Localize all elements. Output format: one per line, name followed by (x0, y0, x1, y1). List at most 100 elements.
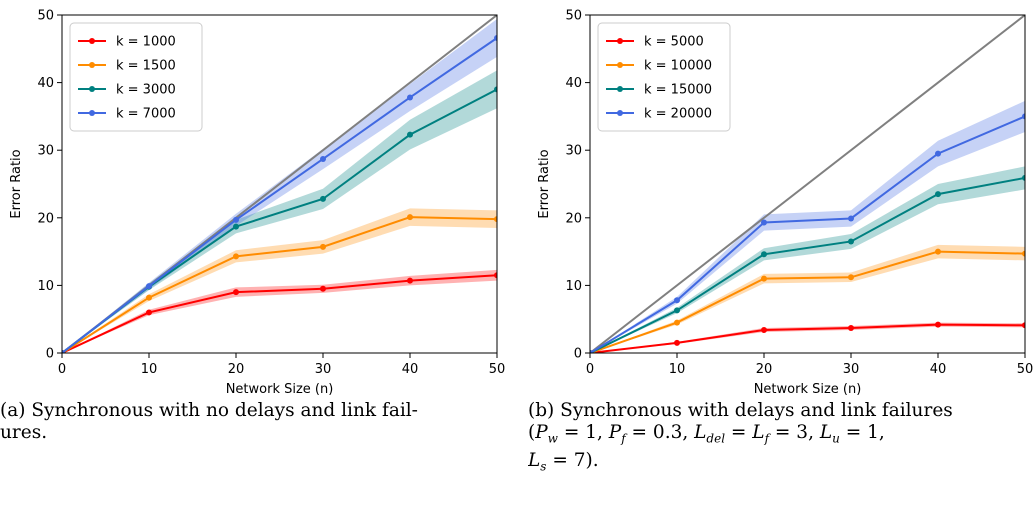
plot-area-b (590, 15, 1025, 353)
y-tick-label-b-1: 10 (565, 279, 582, 294)
band-b-series-1 (590, 244, 1025, 353)
identity-line-b (590, 15, 1025, 353)
point-b-1-4 (935, 248, 941, 255)
legend-label-b-2: k = 15000 (644, 83, 712, 98)
point-a-2-4 (407, 131, 413, 138)
axes-frame-b (589, 14, 1026, 354)
legend-marker-b-1 (617, 62, 623, 68)
point-b-3-2 (761, 219, 767, 226)
point-b-1-1 (674, 319, 680, 326)
point-b-0-2 (761, 327, 767, 334)
point-a-1-3 (320, 243, 326, 250)
caption-b: (b) Synchronous with delays and link fai… (528, 400, 1034, 477)
point-b-1-5 (1022, 250, 1025, 257)
x-tick-label-b-2: 20 (756, 362, 773, 377)
x-tick-label-a-5: 50 (489, 362, 506, 377)
point-b-3-3 (848, 215, 854, 222)
y-axis-label-a: Error Ratio (9, 149, 24, 218)
point-a-3-0 (62, 350, 65, 353)
point-b-1-3 (848, 274, 854, 281)
line-a-series-1 (62, 216, 497, 353)
y-tick-label-a-3: 30 (37, 144, 54, 159)
point-b-2-4 (935, 191, 941, 198)
point-b-0-1 (674, 339, 680, 346)
y-tick-label-b-0: 0 (574, 347, 582, 362)
y-tick-label-a-1: 10 (37, 279, 54, 294)
caption-b-line-3: Ls = 7). (528, 449, 599, 474)
point-a-0-5 (494, 272, 497, 279)
band-b-series-2 (590, 166, 1025, 353)
y-tick-label-b-5: 50 (565, 9, 582, 24)
x-tick-label-a-1: 10 (141, 362, 158, 377)
x-axis-label-b: Network Size (n) (754, 382, 862, 397)
chart-a: 0 10 20 30 40 50 0 10 20 30 40 50 Network Size (n) Er… (9, 9, 505, 398)
point-a-3-5 (494, 34, 497, 41)
point-b-2-2 (761, 251, 767, 258)
point-a-3-3 (320, 155, 326, 162)
legend-label-b-0: k = 5000 (644, 35, 704, 50)
legend-marker-b-2 (617, 86, 623, 92)
legend-marker-b-0 (617, 38, 623, 44)
legend-marker-a-3 (89, 110, 95, 116)
point-b-2-1 (674, 307, 680, 314)
y-tick-label-b-3: 30 (565, 144, 582, 159)
point-b-0-5 (1022, 322, 1025, 329)
caption-b-line-1: (b) Synchronous with delays and link fai… (528, 400, 953, 421)
point-a-0-4 (407, 277, 413, 284)
x-tick-label-b-0: 0 (586, 362, 594, 377)
caption-a: (a) Synchronous with no delays and link … (0, 400, 525, 444)
legend-box-a (69, 22, 203, 132)
point-a-1-2 (233, 253, 239, 260)
point-b-3-5 (1022, 113, 1025, 120)
x-tick-label-a-0: 0 (58, 362, 66, 377)
point-b-3-4 (935, 150, 941, 157)
band-a-series-1 (62, 208, 497, 353)
x-tick-label-a-2: 20 (228, 362, 245, 377)
caption-a-line-2: ures. (0, 422, 48, 443)
y-tick-label-b-2: 20 (565, 211, 582, 226)
x-tick-label-b-4: 40 (930, 362, 947, 377)
legend-b: k = 5000 k = 10000 k = 15000 k = 20000 (597, 22, 731, 132)
point-a-3-4 (407, 94, 413, 101)
x-tick-label-a-4: 40 (402, 362, 419, 377)
caption-b-line-2: (Pw = 1, Pf = 0.3, Ldel = Lf = 3, Lu = 1… (528, 422, 885, 446)
point-a-0-1 (146, 309, 152, 316)
y-tick-label-a-2: 20 (37, 211, 54, 226)
legend-marker-b-3 (617, 110, 623, 116)
y-tick-label-a-5: 50 (37, 9, 54, 24)
point-b-0-3 (848, 324, 854, 331)
y-tick-label-a-0: 0 (46, 347, 54, 362)
band-b-series-0 (590, 322, 1025, 353)
point-a-2-5 (494, 86, 497, 93)
point-b-1-2 (761, 275, 767, 282)
legend-marker-a-1 (89, 62, 95, 68)
y-axis-label-b: Error Ratio (537, 149, 552, 218)
legend-marker-a-0 (89, 38, 95, 44)
point-a-3-2 (233, 216, 239, 223)
y-tick-label-b-4: 40 (565, 76, 582, 91)
line-b-series-0 (590, 323, 1025, 353)
y-tick-label-a-4: 40 (37, 76, 54, 91)
x-axis-label-a: Network Size (n) (226, 382, 334, 397)
legend-a: k = 1000 k = 1500 k = 3000 k = 7000 (69, 22, 203, 132)
legend-label-a-2: k = 3000 (116, 83, 176, 98)
legend-label-b-1: k = 10000 (644, 59, 712, 74)
point-a-0-2 (233, 289, 239, 296)
chart-b: 0 10 20 30 40 50 0 10 20 30 40 50 Network Size (n) Er… (537, 9, 1033, 398)
point-b-2-3 (848, 238, 854, 245)
point-a-1-1 (146, 294, 152, 301)
legend-label-a-1: k = 1500 (116, 59, 176, 74)
point-b-2-5 (1022, 174, 1025, 181)
x-tick-label-b-5: 50 (1017, 362, 1034, 377)
line-a-series-3 (62, 37, 497, 353)
point-b-3-0 (590, 350, 593, 353)
point-a-1-5 (494, 216, 497, 223)
point-a-0-3 (320, 285, 326, 292)
point-a-3-1 (146, 283, 152, 290)
caption-a-line-1: (a) Synchronous with no delays and link … (0, 400, 418, 421)
line-b-series-3 (590, 115, 1025, 353)
point-a-1-4 (407, 214, 413, 221)
legend-label-a-0: k = 1000 (116, 35, 176, 50)
x-tick-label-b-3: 30 (843, 362, 860, 377)
